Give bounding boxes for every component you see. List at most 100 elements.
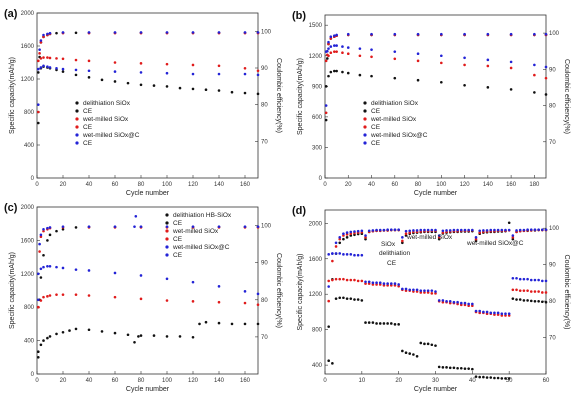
- data-point: [256, 73, 260, 77]
- data-point: [401, 287, 404, 291]
- data-point: [39, 267, 43, 271]
- data-point: [48, 56, 52, 60]
- data-point: [404, 229, 408, 233]
- chart-panel: 0 10 20 30 40 50 60 400 800 1200 1600 2000 70 80 90 100…: [292, 205, 570, 393]
- data-point: [333, 50, 336, 53]
- data-point: [426, 228, 430, 232]
- data-point: [504, 228, 507, 232]
- data-point: [423, 228, 426, 232]
- data-point: [326, 53, 329, 57]
- data-point: [256, 292, 260, 296]
- data-point: [327, 325, 330, 328]
- x-tick-label: 20: [60, 182, 67, 188]
- y-tick-label: 1600: [21, 44, 35, 50]
- data-point: [533, 32, 536, 36]
- data-point: [412, 288, 415, 292]
- data-point: [113, 331, 117, 335]
- legend-marker: [165, 229, 169, 233]
- data-point: [544, 291, 548, 294]
- data-point: [139, 83, 143, 87]
- data-point: [256, 69, 260, 73]
- data-point: [471, 302, 474, 306]
- data-point: [55, 332, 58, 336]
- data-point: [378, 281, 382, 284]
- data-point: [529, 299, 533, 303]
- data-point: [335, 44, 338, 47]
- data-point: [113, 225, 117, 228]
- data-point: [217, 31, 221, 34]
- data-point: [243, 301, 247, 305]
- data-point: [341, 51, 344, 54]
- chart-panel: 0 20 40 60 80 100 120 140 160 180 0 300 600 900 1200 15…: [292, 10, 570, 197]
- data-point: [419, 341, 423, 345]
- legend-entry: CE: [173, 220, 183, 227]
- data-point: [504, 377, 507, 380]
- data-point: [507, 221, 511, 225]
- data-point: [478, 375, 482, 379]
- data-point: [113, 80, 117, 83]
- x-tick-label: 120: [460, 182, 471, 188]
- data-point: [55, 293, 58, 296]
- data-point: [397, 228, 400, 231]
- data-point: [415, 354, 419, 358]
- data-point: [509, 66, 513, 70]
- data-point: [445, 229, 448, 232]
- data-point: [448, 300, 452, 303]
- data-point: [401, 236, 404, 239]
- x-tick-label: 80: [415, 182, 422, 188]
- data-point: [39, 276, 43, 279]
- x-tick-label: 40: [469, 378, 476, 384]
- data-point: [165, 277, 169, 281]
- data-point: [342, 277, 345, 281]
- legend-marker: [75, 117, 79, 121]
- data-point: [46, 226, 49, 230]
- data-point: [42, 339, 45, 342]
- data-point: [353, 253, 356, 257]
- legend-marker: [165, 237, 169, 241]
- data-point: [324, 104, 328, 107]
- y2-tick-label: 90: [261, 261, 268, 267]
- data-point: [426, 289, 430, 292]
- data-point: [46, 32, 49, 36]
- legend-entry: wet-milled SiOx: [82, 116, 129, 123]
- data-point: [178, 335, 182, 338]
- data-point: [463, 367, 467, 370]
- data-point: [509, 60, 513, 64]
- data-point: [39, 66, 43, 69]
- annotation-label: delithiation: [379, 250, 410, 257]
- data-point: [485, 310, 489, 314]
- data-point: [42, 227, 45, 231]
- data-point: [471, 228, 474, 232]
- data-point: [356, 229, 360, 233]
- data-point: [191, 225, 195, 228]
- data-point: [493, 376, 496, 380]
- data-point: [39, 41, 43, 44]
- y2-tick-label: 80: [549, 104, 556, 110]
- data-point: [217, 321, 221, 325]
- x-axis-label: Cycle number: [414, 190, 458, 197]
- data-point: [401, 241, 404, 245]
- data-point: [382, 282, 386, 285]
- legend-marker: [363, 117, 367, 121]
- data-point: [507, 377, 511, 380]
- data-point: [217, 285, 221, 288]
- y-axis-label: Specific capacity(mAh/g): [9, 252, 16, 329]
- data-point: [61, 31, 65, 34]
- data-point: [329, 70, 333, 74]
- data-point: [217, 72, 221, 76]
- data-point: [324, 111, 328, 115]
- data-point: [430, 343, 434, 347]
- data-point: [544, 279, 548, 283]
- data-point: [474, 375, 478, 378]
- data-point: [478, 231, 482, 234]
- data-point: [358, 47, 362, 50]
- data-point: [408, 231, 412, 234]
- y2-axis-label: Coulombic efficiency(%): [563, 255, 570, 330]
- data-point: [378, 322, 382, 325]
- data-point: [382, 228, 386, 232]
- data-point: [217, 89, 221, 92]
- data-point: [191, 31, 195, 34]
- data-point: [152, 84, 156, 87]
- data-point: [42, 33, 45, 37]
- data-point: [386, 228, 389, 231]
